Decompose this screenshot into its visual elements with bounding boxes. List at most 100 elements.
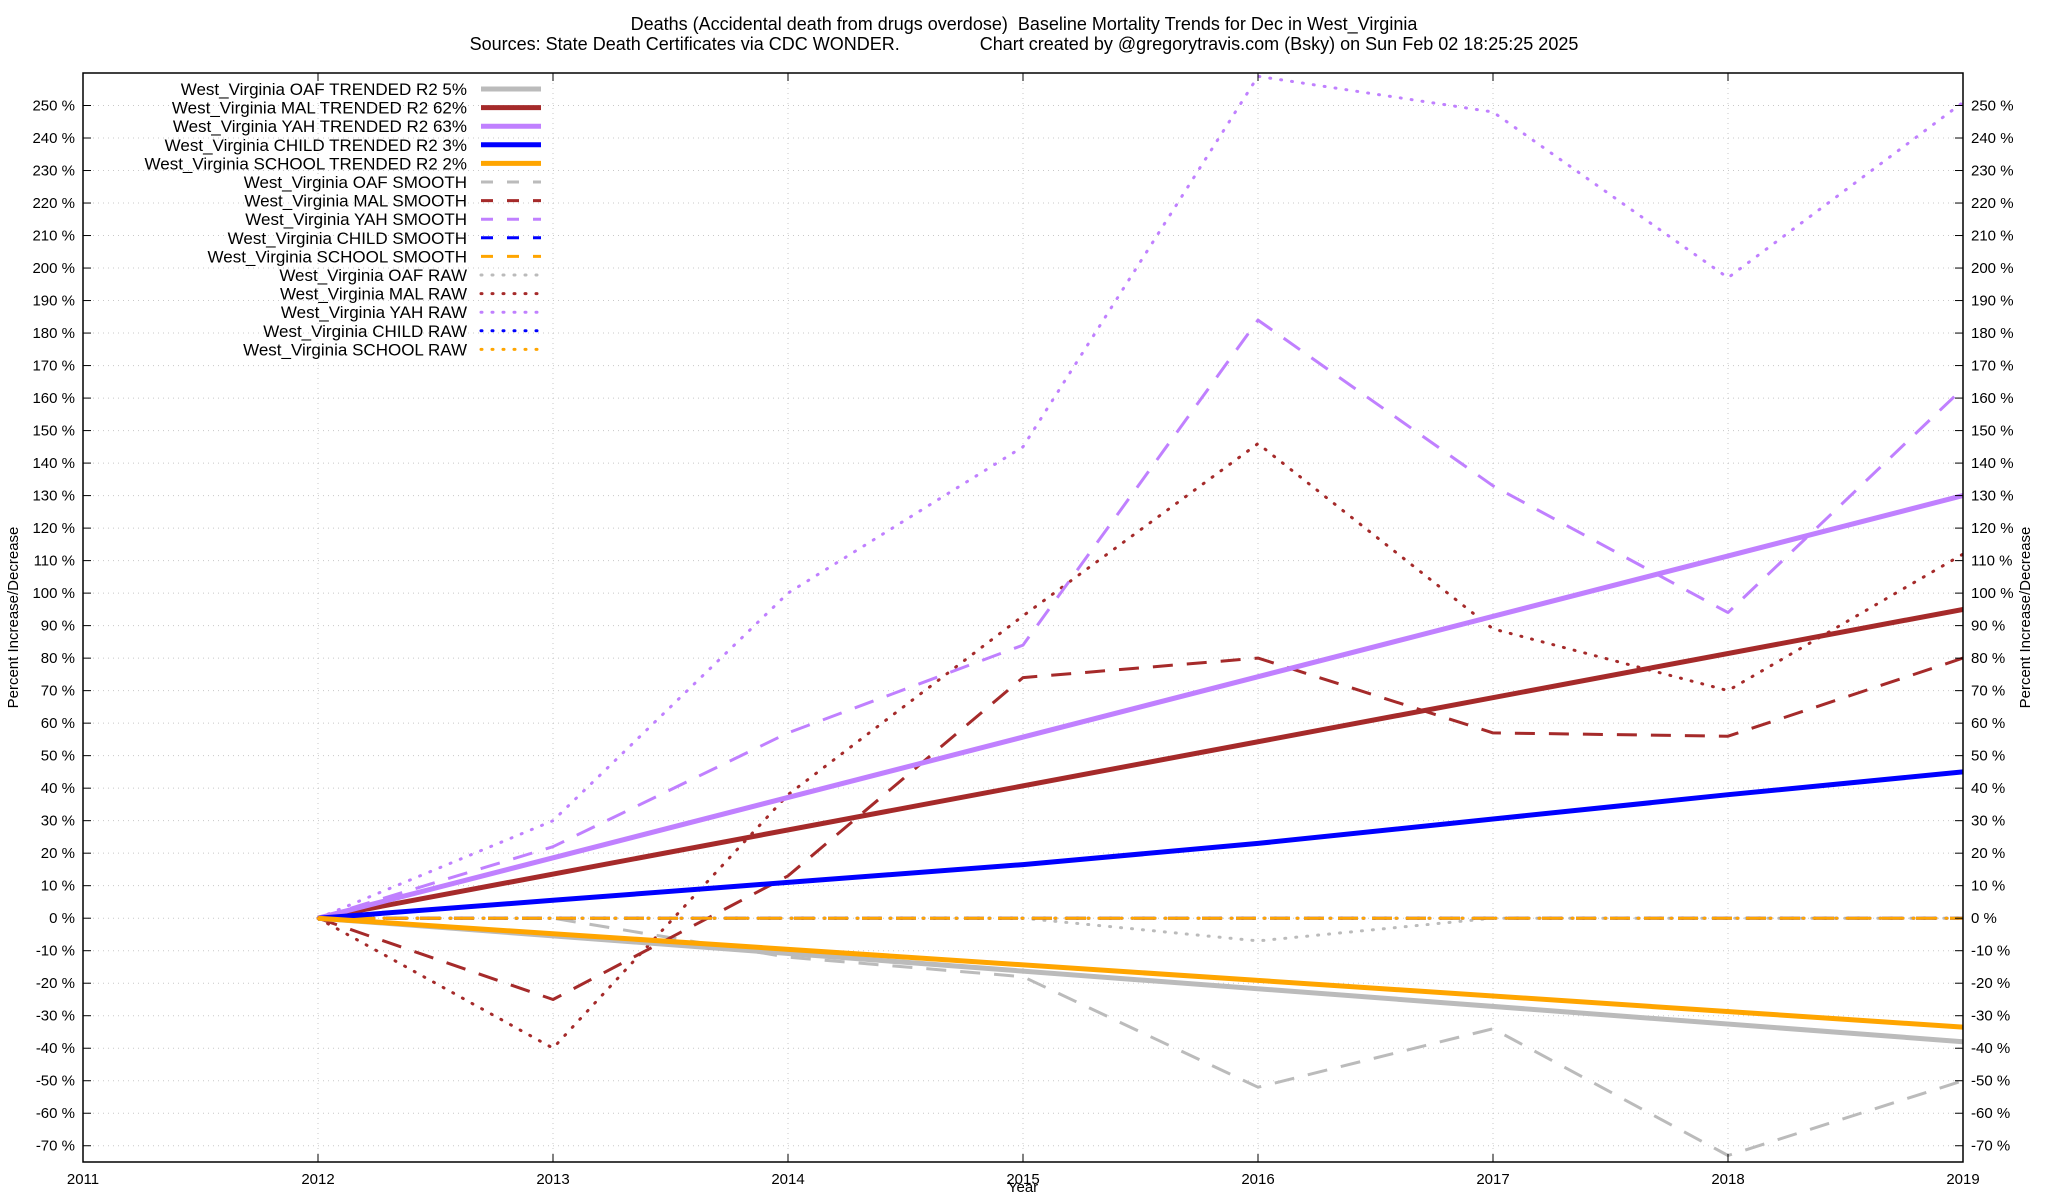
legend-label: West_Virginia CHILD SMOOTH: [228, 229, 467, 248]
y-tick-label: 130 %: [32, 488, 75, 505]
x-tick-label: 2016: [1241, 1171, 1274, 1188]
y2-tick-label: 150 %: [1971, 423, 2014, 440]
series-line-west-virginia-yah-raw: [316, 74, 1963, 920]
y2-tick-label: 0 %: [1971, 910, 1997, 927]
series-line-west-virginia-mal-raw: [316, 442, 1963, 1050]
x-tick-label: 2014: [771, 1171, 804, 1188]
y2-tick-label: -70 %: [1971, 1138, 2010, 1155]
y-tick-label: 70 %: [41, 683, 75, 700]
y-tick-label: 210 %: [32, 228, 75, 245]
y2-tick-label: 230 %: [1971, 163, 2014, 180]
y-tick-label: 250 %: [32, 98, 75, 115]
legend-label: West_Virginia YAH SMOOTH: [245, 210, 467, 229]
legend-label: West_Virginia CHILD TRENDED R2 3%: [165, 136, 467, 155]
y-tick-label: 170 %: [32, 358, 75, 375]
chart-subtitle: Sources: State Death Certificates via CD…: [469, 34, 1579, 54]
legend-label: West_Virginia OAF RAW: [279, 266, 467, 285]
legend-label: West_Virginia MAL TRENDED R2 62%: [172, 99, 467, 118]
legend-label: West_Virginia OAF SMOOTH: [244, 173, 467, 192]
series-line-west-virginia-child-trended-r2-3: [317, 769, 1963, 921]
x-tick-label: 2015: [1006, 1171, 1039, 1188]
y2-tick-label: 100 %: [1971, 585, 2014, 602]
y-tick-label: 30 %: [41, 813, 75, 830]
y2-tick-label: 70 %: [1971, 683, 2005, 700]
series-line-west-virginia-yah-trended-r2-63: [317, 493, 1963, 921]
y2-tick-label: -10 %: [1971, 943, 2010, 960]
legend-label: West_Virginia YAH TRENDED R2 63%: [173, 117, 467, 136]
y2-tick-label: 170 %: [1971, 358, 2014, 375]
y-tick-label: 10 %: [41, 878, 75, 895]
y2-tick-label: 20 %: [1971, 845, 2005, 862]
y2-tick-label: -20 %: [1971, 975, 2010, 992]
y2-tick-label: -40 %: [1971, 1040, 2010, 1057]
y-tick-label: 190 %: [32, 293, 75, 310]
y-tick-label: 40 %: [41, 780, 75, 797]
y2-tick-label: 250 %: [1971, 98, 2014, 115]
series-line-west-virginia-mal-smooth: [317, 656, 1963, 1001]
y2-tick-label: 90 %: [1971, 618, 2005, 635]
series-line-west-virginia-oaf-smooth: [318, 916, 1963, 1157]
y2-tick-label: 120 %: [1971, 520, 2014, 537]
legend-label: West_Virginia MAL SMOOTH: [244, 192, 467, 211]
legend-label: West_Virginia SCHOOL SMOOTH: [208, 247, 467, 266]
y-tick-label: 120 %: [32, 520, 75, 537]
y-tick-label: 200 %: [32, 260, 75, 277]
y-tick-label: 80 %: [41, 650, 75, 667]
y-tick-label: -10 %: [36, 943, 75, 960]
y-tick-label: 150 %: [32, 423, 75, 440]
y-tick-label: -20 %: [36, 975, 75, 992]
series-lines: [316, 74, 1963, 1157]
y2-tick-label: 60 %: [1971, 715, 2005, 732]
y2-tick-label: 40 %: [1971, 780, 2005, 797]
series-line-west-virginia-mal-trended-r2-62: [317, 606, 1963, 921]
x-tick-label: 2012: [301, 1171, 334, 1188]
y-tick-label: 50 %: [41, 748, 75, 765]
y2-tick-label: 200 %: [1971, 260, 2014, 277]
y-tick-label: -60 %: [36, 1105, 75, 1122]
y2-tick-label: 190 %: [1971, 293, 2014, 310]
legend-label: West_Virginia SCHOOL TRENDED R2 2%: [145, 154, 467, 173]
y2-tick-label: 80 %: [1971, 650, 2005, 667]
y-tick-label: -50 %: [36, 1073, 75, 1090]
series-line-west-virginia-school-trended-r2-2: [317, 915, 1963, 1030]
y-tick-label: 0 %: [49, 910, 75, 927]
y-tick-label: 180 %: [32, 325, 75, 342]
y2-tick-label: 220 %: [1971, 195, 2014, 212]
y-tick-label: 240 %: [32, 130, 75, 147]
y-tick-label: 110 %: [34, 553, 75, 570]
legend-label: West_Virginia MAL RAW: [280, 285, 467, 304]
legend-label: West_Virginia SCHOOL RAW: [243, 340, 467, 359]
y-tick-label: 100 %: [32, 585, 75, 602]
axis-ticks: -70 % -70 % -60 % -60 % -50 % -50 % -40 % -40 %…: [32, 73, 2014, 1188]
y-tick-label: -40 %: [36, 1040, 75, 1057]
legend-label: West_Virginia YAH RAW: [281, 303, 467, 322]
x-axis-label: Year: [1008, 1179, 1038, 1196]
y2-tick-label: 10 %: [1971, 878, 2005, 895]
y2-tick-label: -30 %: [1971, 1008, 2010, 1025]
x-tick-label: 2013: [536, 1171, 569, 1188]
y2-tick-label: 210 %: [1971, 228, 2014, 245]
legend: West_Virginia OAF TRENDED R2 5%West_Virg…: [145, 80, 543, 359]
y-tick-label: 60 %: [41, 715, 75, 732]
x-tick-label: 2011: [67, 1171, 99, 1188]
y2-tick-label: -50 %: [1971, 1073, 2010, 1090]
y2-tick-label: 140 %: [1971, 455, 2014, 472]
y-tick-label: 90 %: [41, 618, 75, 635]
y-tick-label: 160 %: [32, 390, 75, 407]
y-tick-label: -30 %: [36, 1008, 75, 1025]
y2-tick-label: 130 %: [1971, 488, 2014, 505]
y-tick-label: -70 %: [36, 1138, 75, 1155]
x-tick-label: 2017: [1476, 1171, 1509, 1188]
series-line-west-virginia-yah-smooth: [317, 318, 1963, 920]
x-tick-label: 2019: [1946, 1171, 1979, 1188]
y-tick-label: 20 %: [41, 845, 75, 862]
y2-tick-label: 30 %: [1971, 813, 2005, 830]
y-tick-label: 230 %: [32, 163, 75, 180]
y-axis-label: Percent Increase/Decrease: [5, 527, 22, 709]
legend-label: West_Virginia CHILD RAW: [263, 322, 467, 341]
y2-axis-label: Percent Increase/Decrease: [2017, 527, 2034, 709]
y-tick-label: 140 %: [32, 455, 75, 472]
y2-tick-label: 50 %: [1971, 748, 2005, 765]
y2-tick-label: -60 %: [1971, 1105, 2010, 1122]
